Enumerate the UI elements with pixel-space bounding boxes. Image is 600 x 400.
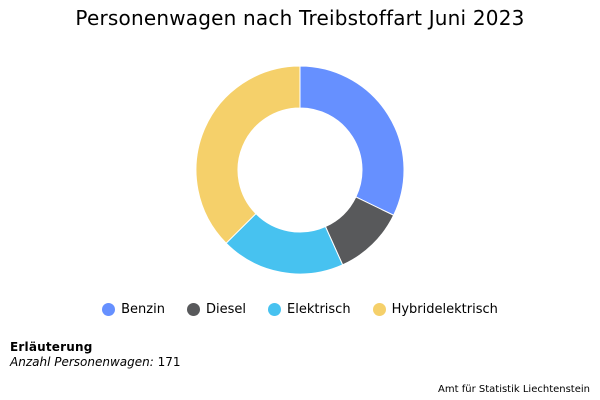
- note-label: Anzahl Personenwagen:: [10, 355, 154, 369]
- legend-item-diesel[interactable]: Diesel: [186, 302, 246, 317]
- source-credit: Amt für Statistik Liechtenstein: [438, 384, 590, 395]
- chart-title: Personenwagen nach Treibstoffart Juni 20…: [75, 6, 525, 30]
- note-heading: Erläuterung: [10, 340, 93, 354]
- legend-swatch-hybridelektrisch: [372, 303, 386, 316]
- legend: Benzin Diesel Elektrisch Hybridelektrisc…: [0, 302, 600, 317]
- legend-swatch-diesel: [186, 303, 200, 316]
- legend-label-elektrisch: Elektrisch: [287, 302, 351, 317]
- slice-hybridelektrisch[interactable]: [195, 65, 301, 244]
- legend-item-benzin[interactable]: Benzin: [102, 302, 165, 317]
- legend-item-hybridelektrisch[interactable]: Hybridelektrisch: [372, 302, 498, 317]
- legend-item-elektrisch[interactable]: Elektrisch: [268, 302, 351, 317]
- slice-benzin[interactable]: [299, 65, 405, 216]
- note-line: Anzahl Personenwagen: 171: [10, 355, 181, 369]
- legend-swatch-elektrisch: [268, 303, 281, 316]
- legend-label-hybridelektrisch: Hybridelektrisch: [391, 302, 498, 317]
- donut-chart: [195, 65, 405, 275]
- note-value: 171: [157, 355, 181, 369]
- legend-swatch-benzin: [102, 303, 116, 316]
- legend-label-diesel: Diesel: [205, 302, 246, 317]
- legend-label-benzin: Benzin: [121, 302, 165, 317]
